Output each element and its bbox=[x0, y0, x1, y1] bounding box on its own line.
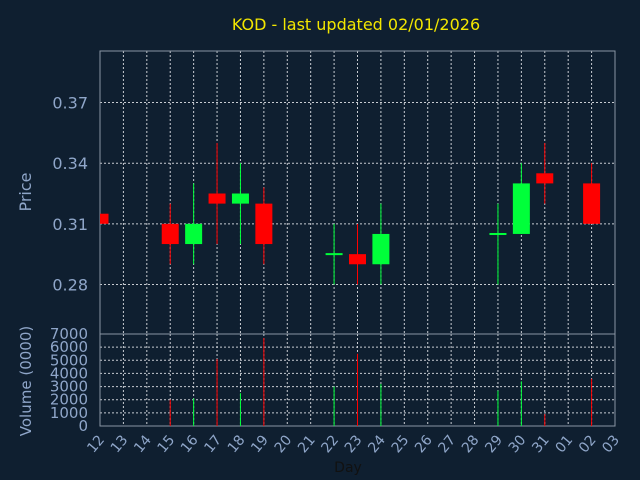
volume-axis-label: Volume (0000) bbox=[17, 326, 35, 436]
price-tick-label: 0.34 bbox=[52, 154, 88, 173]
candle-body bbox=[372, 233, 390, 265]
x-tick-label: 25 bbox=[389, 432, 413, 456]
x-tick-label: 21 bbox=[295, 432, 319, 456]
x-tick-label: 30 bbox=[506, 432, 530, 456]
candle-body bbox=[349, 254, 366, 265]
x-tick-label: 14 bbox=[131, 432, 155, 456]
chart-title: KOD - last updated 02/01/2026 bbox=[232, 15, 480, 34]
x-tick-label: 17 bbox=[201, 432, 225, 456]
price-grid bbox=[99, 51, 616, 334]
x-tick-label: 15 bbox=[155, 432, 179, 456]
volume-tick-label: 7000 bbox=[50, 325, 88, 343]
candle-body bbox=[231, 193, 249, 204]
x-tick-label: 29 bbox=[482, 432, 506, 456]
volume-tick-label: 6000 bbox=[50, 338, 88, 356]
volume-tick-label: 4000 bbox=[50, 364, 88, 382]
x-tick-label: 23 bbox=[342, 432, 366, 456]
x-tick-label: 03 bbox=[599, 432, 623, 456]
candle-body bbox=[512, 183, 530, 234]
volume-bars bbox=[169, 337, 593, 426]
candle-body bbox=[208, 193, 226, 204]
x-tick-label: 18 bbox=[225, 432, 249, 456]
x-tick-label: 19 bbox=[248, 432, 272, 456]
volume-tick-label: 2000 bbox=[50, 391, 88, 409]
volume-tick-label: 0 bbox=[78, 417, 88, 435]
price-tick-label: 0.31 bbox=[52, 215, 88, 234]
x-tick-label: 16 bbox=[178, 432, 202, 456]
price-tick-label: 0.37 bbox=[52, 94, 88, 113]
candle-body bbox=[536, 173, 554, 184]
x-tick-label: 28 bbox=[459, 432, 483, 456]
price-tick-label: 0.28 bbox=[52, 275, 88, 294]
x-tick-label: 24 bbox=[365, 432, 389, 456]
x-tick-label: 27 bbox=[435, 432, 459, 456]
x-tick-label: 31 bbox=[529, 432, 553, 456]
x-tick-label: 22 bbox=[318, 432, 342, 456]
candle-body bbox=[161, 223, 179, 245]
volume-tick-label: 1000 bbox=[50, 404, 88, 422]
x-tick-label: 02 bbox=[576, 432, 600, 456]
candle-body bbox=[100, 213, 109, 224]
x-tick-label: 26 bbox=[412, 432, 436, 456]
candles bbox=[100, 142, 601, 285]
x-tick-labels: 12 13 14 15 16 17 18 19 20 21 22 23 24 25 26 27 28 29 30 31… bbox=[84, 432, 623, 456]
candle-body bbox=[583, 183, 601, 224]
x-tick-label: 13 bbox=[108, 432, 132, 456]
price-axis-label: Price bbox=[16, 172, 35, 211]
x-axis-label: Day bbox=[334, 460, 362, 476]
x-tick-label: 12 bbox=[84, 432, 108, 456]
price-tick-labels: 0.37 0.34 0.31 0.28 bbox=[52, 94, 88, 295]
volume-tick-label: 5000 bbox=[50, 351, 88, 369]
x-tick-label: 20 bbox=[272, 432, 296, 456]
candle-body bbox=[185, 223, 203, 245]
candle-body bbox=[255, 203, 273, 245]
x-tick-label: 01 bbox=[553, 432, 577, 456]
volume-tick-label: 3000 bbox=[50, 378, 88, 396]
